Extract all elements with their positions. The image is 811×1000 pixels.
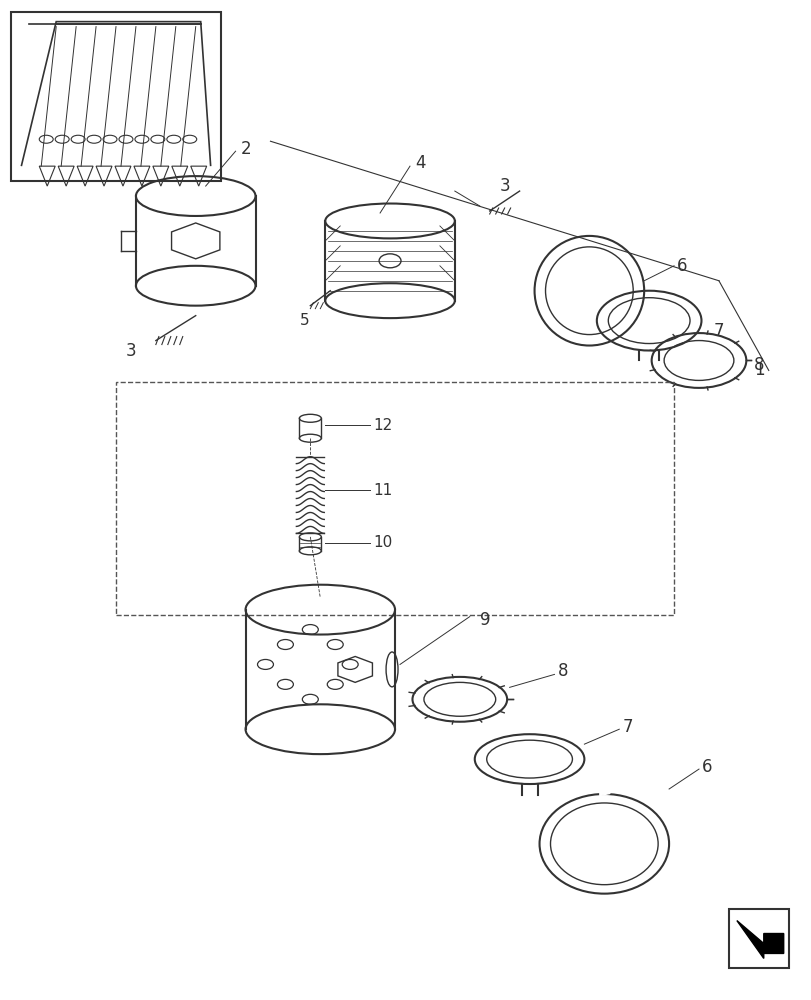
Text: 10: 10 <box>372 535 392 550</box>
Bar <box>116 382 673 615</box>
Text: 8: 8 <box>557 662 567 680</box>
Text: 4: 4 <box>414 154 425 172</box>
Text: 2: 2 <box>240 140 251 158</box>
Text: 1: 1 <box>753 361 763 379</box>
Text: 6: 6 <box>702 758 711 776</box>
Text: 7: 7 <box>713 322 723 340</box>
Bar <box>11 12 221 181</box>
Text: 3: 3 <box>126 342 136 360</box>
Bar <box>728 909 787 968</box>
Text: 9: 9 <box>479 611 490 629</box>
Polygon shape <box>736 921 783 958</box>
Text: 6: 6 <box>676 257 687 275</box>
Text: 7: 7 <box>621 718 632 736</box>
Text: 11: 11 <box>372 483 392 498</box>
Text: 12: 12 <box>372 418 392 433</box>
Text: 5: 5 <box>300 313 310 328</box>
Text: 3: 3 <box>499 177 509 195</box>
Text: 8: 8 <box>753 356 763 374</box>
